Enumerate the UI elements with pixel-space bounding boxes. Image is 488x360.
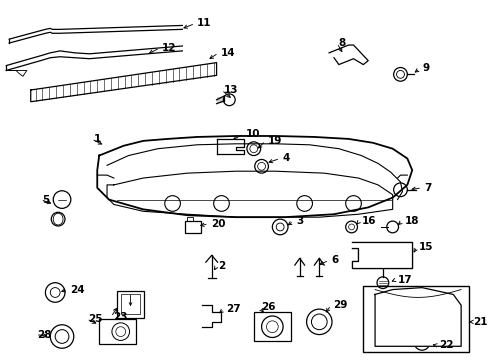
Text: 3: 3 [295, 216, 303, 226]
Text: 11: 11 [197, 18, 211, 28]
Bar [363, 285, 468, 352]
Text: 17: 17 [397, 275, 411, 285]
Text: 13: 13 [223, 85, 238, 95]
Bar [99, 319, 136, 344]
Text: 7: 7 [423, 183, 430, 193]
Bar [117, 291, 144, 318]
Bar [185, 221, 201, 233]
Text: 5: 5 [42, 194, 50, 204]
Text: 14: 14 [220, 48, 235, 58]
Text: 19: 19 [267, 136, 281, 146]
Text: 9: 9 [421, 63, 428, 73]
Text: 12: 12 [162, 43, 176, 53]
Polygon shape [351, 242, 411, 268]
Text: 6: 6 [330, 255, 338, 265]
Text: 29: 29 [332, 300, 346, 310]
Text: 15: 15 [418, 242, 433, 252]
Text: 22: 22 [438, 340, 452, 350]
Bar [253, 312, 290, 341]
Polygon shape [374, 288, 460, 346]
Text: 1: 1 [93, 134, 101, 144]
Text: 20: 20 [210, 219, 225, 229]
Text: 25: 25 [88, 314, 103, 324]
Text: 18: 18 [404, 216, 418, 226]
Text: 4: 4 [282, 153, 289, 163]
Bar [121, 294, 140, 314]
Text: 16: 16 [361, 216, 375, 226]
Text: 26: 26 [261, 302, 276, 312]
Text: 10: 10 [245, 129, 260, 139]
Text: 2: 2 [218, 261, 225, 271]
Text: 21: 21 [472, 317, 487, 327]
Text: 23: 23 [113, 312, 127, 322]
Text: 24: 24 [70, 284, 84, 294]
Text: 27: 27 [226, 304, 241, 314]
Text: 8: 8 [338, 38, 346, 48]
Text: 28: 28 [38, 329, 52, 339]
Polygon shape [31, 63, 216, 102]
